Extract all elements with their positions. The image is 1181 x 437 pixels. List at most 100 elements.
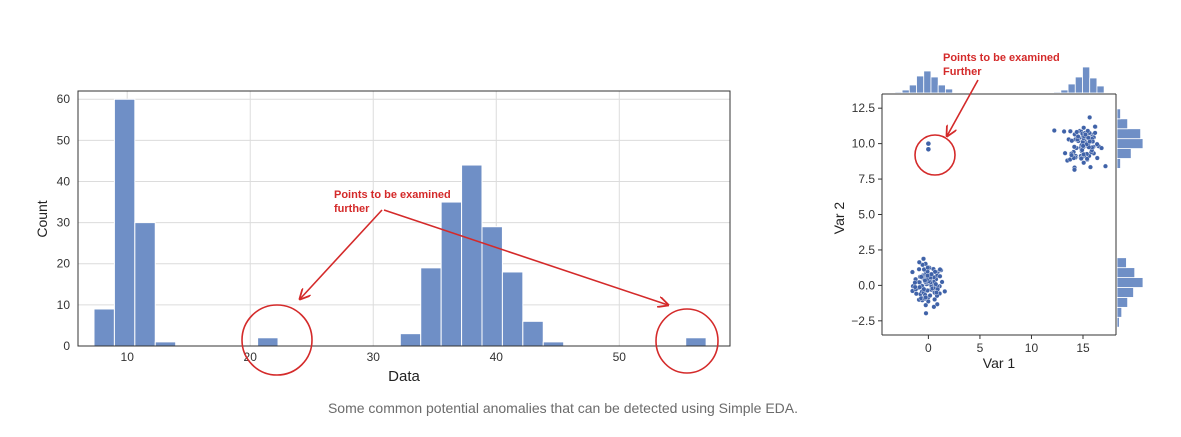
scatter-point	[1074, 129, 1080, 135]
histogram-bar	[93, 308, 115, 347]
scatter-y-tick-labels: −2.5 0.0 2.5 5.0 7.5 10.0 12.5	[851, 101, 882, 328]
scatter-point	[1051, 128, 1057, 134]
histogram-bar	[522, 320, 544, 347]
marginal-x-bar	[1067, 83, 1076, 94]
scatter-y-tick: 5.0	[858, 208, 875, 222]
scatter-point	[916, 259, 922, 265]
scatter-point	[931, 304, 937, 310]
scatter-point	[1082, 132, 1088, 138]
outlier-highlight-circle-left	[241, 304, 313, 376]
scatter-y-tick: 12.5	[852, 101, 876, 115]
marginal-y-bar	[1116, 316, 1120, 328]
scatter-x-axis-label: Var 1	[983, 355, 1016, 371]
marginal-y-bar	[1116, 138, 1144, 149]
scatter-point	[921, 256, 927, 262]
marginal-x-bar	[923, 70, 932, 94]
scatter-point	[937, 266, 943, 272]
scatter-point	[1087, 114, 1093, 120]
histogram-bars	[93, 98, 707, 347]
scatter-point	[909, 269, 915, 275]
scatter-point	[916, 266, 922, 272]
marginal-y-bar	[1116, 158, 1121, 169]
marginal-y-bar	[1116, 257, 1127, 269]
histogram-x-tick: 50	[613, 350, 627, 364]
scatter-point	[1094, 155, 1100, 161]
histogram-x-tick: 30	[367, 350, 381, 364]
scatter-point	[923, 302, 929, 308]
scatter-y-tick: 0.0	[858, 278, 875, 292]
scatter-point	[912, 280, 918, 286]
histogram-bar	[685, 337, 707, 347]
scatter-point	[939, 279, 945, 285]
marginal-y-bar	[1116, 287, 1134, 298]
histogram-bar	[440, 201, 463, 347]
scatter-point	[933, 281, 939, 287]
scatter-top-marginal-histogram	[894, 66, 1105, 94]
scatter-point	[1078, 156, 1084, 162]
histogram-x-tick: 10	[121, 350, 135, 364]
scatter-y-tick: −2.5	[851, 314, 875, 328]
scatter-point	[1081, 125, 1087, 131]
marginal-x-bar	[1053, 91, 1062, 94]
scatter-outlier-point	[926, 146, 931, 152]
scatter-point	[1071, 167, 1077, 173]
histogram-bar	[420, 267, 442, 347]
outlier-highlight-circle-right	[655, 308, 719, 374]
scatter-point	[923, 310, 929, 316]
scatter-point	[920, 262, 926, 268]
marginal-y-bar	[1116, 108, 1121, 120]
marginal-x-bar	[937, 84, 946, 94]
marginal-y-bar	[1116, 297, 1129, 308]
scatter-point	[1102, 163, 1108, 169]
histogram-x-tick: 40	[490, 350, 504, 364]
marginal-x-bar	[930, 76, 939, 94]
scatter-point	[1071, 144, 1077, 150]
scatter-chart: −2.5 0.0 2.5 5.0 7.5 10.0 12.5 0 5 10 15 Var 1 Va…	[831, 52, 1144, 371]
scatter-point	[1062, 150, 1068, 156]
histogram-annotation-line1: Points to be examined	[334, 189, 451, 201]
histogram-y-tick: 30	[57, 216, 71, 230]
scatter-point	[925, 298, 931, 304]
scatter-point	[1081, 160, 1087, 166]
scatter-y-tick: 2.5	[858, 243, 875, 257]
scatter-point	[1069, 138, 1075, 144]
marginal-x-bar	[944, 88, 954, 94]
figure-caption: Some common potential anomalies that can…	[327, 400, 799, 416]
marginal-x-bar	[894, 91, 903, 94]
scatter-point	[913, 291, 919, 297]
histogram-annotation-line2: further	[334, 203, 370, 215]
annotation-arrow-left	[300, 209, 383, 299]
scatter-point	[1075, 134, 1081, 140]
histogram-y-tick-labels: 0 10 20 30 40 50 60	[57, 92, 71, 353]
scatter-point	[933, 290, 939, 296]
scatter-point	[934, 301, 940, 307]
scatter-x-tick: 10	[1025, 341, 1039, 355]
scatter-point	[1067, 128, 1073, 134]
histogram-y-tick: 0	[63, 339, 70, 353]
scatter-point	[1061, 128, 1067, 134]
scatter-x-tick: 0	[925, 341, 932, 355]
scatter-annotation-line2: Further	[943, 66, 982, 78]
scatter-point	[1092, 130, 1098, 136]
scatter-point	[937, 273, 943, 279]
scatter-point	[1092, 124, 1098, 130]
marginal-y-bar	[1116, 277, 1144, 288]
marginal-x-bar	[1089, 77, 1098, 94]
annotation-arrow-right	[383, 209, 668, 305]
scatter-point	[917, 284, 923, 290]
histogram-bar	[542, 341, 565, 347]
scatter-point	[1079, 147, 1085, 153]
histogram-y-axis-label: Count	[34, 200, 50, 237]
scatter-point	[912, 284, 918, 290]
scatter-point	[932, 269, 938, 275]
histogram-gridlines	[78, 91, 730, 347]
histogram-y-tick: 40	[57, 174, 71, 188]
histogram-x-tick: 20	[244, 350, 258, 364]
marginal-y-bar	[1116, 267, 1136, 278]
scatter-point	[918, 274, 924, 280]
scatter-right-marginal-histogram	[1116, 108, 1144, 328]
histogram-y-tick: 60	[57, 92, 71, 106]
histogram-bar	[501, 271, 524, 347]
histogram-bar	[113, 98, 136, 347]
